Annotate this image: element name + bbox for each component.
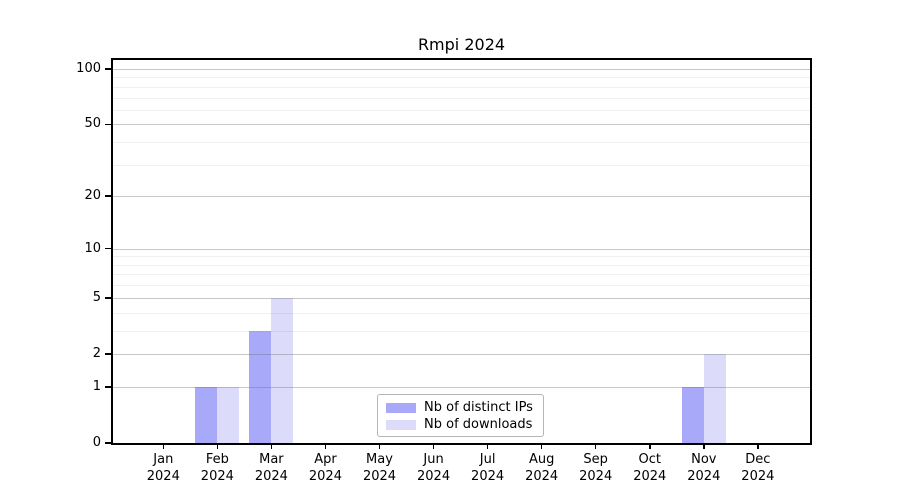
y-tick [105, 353, 113, 355]
gridline-minor [113, 312, 810, 314]
legend-swatch-downloads-icon [386, 419, 416, 430]
legend: Nb of distinct IPs Nb of downloads [377, 394, 544, 437]
legend-label-downloads: Nb of downloads [424, 417, 533, 432]
y-tick [105, 386, 113, 388]
y-tick-label: 5 [92, 289, 101, 305]
y-tick-label: 50 [84, 116, 101, 132]
y-tick [105, 123, 113, 126]
x-tick-year: 2024 [741, 469, 775, 484]
x-tick-label: Oct 2024 [620, 451, 680, 485]
x-tick-month: Aug [528, 452, 555, 467]
x-tick-year: 2024 [633, 469, 667, 484]
gridline-major [113, 196, 810, 198]
y-tick [105, 247, 113, 250]
y-tick-label: 10 [84, 240, 101, 256]
gridline-major [113, 248, 810, 250]
x-tick-month: Mar [259, 452, 284, 467]
x-tick [594, 443, 597, 449]
bar-downloads [217, 386, 240, 443]
gridline-major [113, 353, 810, 355]
y-tick-label: 1 [92, 378, 101, 394]
chart-title: Rmpi 2024 [417, 35, 506, 54]
x-tick-label: Feb 2024 [187, 451, 247, 485]
y-tick-label: 100 [76, 61, 101, 76]
x-tick [486, 443, 489, 449]
legend-item-distinct-ips: Nb of distinct IPs [386, 399, 543, 416]
x-tick-label: Jan 2024 [133, 451, 193, 485]
bar-distinct-ips [195, 386, 218, 443]
x-tick [757, 443, 759, 449]
gridline-minor [113, 285, 810, 287]
gridline-minor [113, 86, 810, 88]
y-tick [105, 296, 113, 299]
x-tick-year: 2024 [417, 469, 451, 484]
x-tick-month: Nov [691, 452, 717, 467]
gridline-minor [113, 77, 810, 79]
x-tick-year: 2024 [146, 469, 180, 484]
x-tick-label: Aug 2024 [512, 451, 572, 485]
bar-downloads [271, 297, 294, 443]
x-tick-year: 2024 [579, 469, 613, 484]
x-tick [703, 443, 705, 449]
x-tick [162, 443, 165, 449]
y-tick [105, 195, 113, 198]
y-tick-label: 2 [92, 345, 101, 361]
x-tick-label: May 2024 [350, 451, 410, 485]
x-tick-month: Dec [745, 452, 771, 467]
x-tick-year: 2024 [525, 469, 559, 484]
x-tick-month: Jul [479, 452, 496, 467]
x-tick-label: Apr 2024 [295, 451, 355, 485]
gridline-major [113, 297, 810, 299]
x-tick-month: Jan [153, 452, 174, 467]
y-tick [105, 68, 113, 70]
x-tick [378, 443, 381, 449]
bar-distinct-ips [249, 330, 272, 443]
legend-item-downloads: Nb of downloads [386, 416, 543, 433]
x-tick-label: Mar 2024 [241, 451, 301, 485]
x-tick [216, 443, 219, 449]
y-tick-label: 0 [92, 435, 101, 450]
x-tick [432, 443, 435, 449]
gridline-minor [113, 330, 810, 332]
gridline-minor [113, 256, 810, 258]
x-tick-label: Jun 2024 [404, 451, 464, 485]
x-tick-year: 2024 [471, 469, 505, 484]
gridline-major [113, 386, 810, 388]
y-tick [105, 442, 113, 444]
gridline-minor [113, 264, 810, 266]
x-tick [270, 443, 273, 449]
x-tick-month: Jun [423, 452, 444, 467]
x-tick-label: Jul 2024 [458, 451, 518, 485]
x-tick [324, 443, 327, 449]
x-tick-month: Apr [314, 452, 337, 467]
gridline-major [113, 124, 810, 126]
x-tick-label: Nov 2024 [674, 451, 734, 485]
bar-downloads [703, 353, 726, 443]
x-tick-month: May [366, 452, 393, 467]
x-tick-year: 2024 [687, 469, 721, 484]
gridline-major [113, 69, 810, 70]
plot-area [111, 58, 812, 445]
x-tick-month: Feb [205, 452, 229, 467]
x-tick-label: Sep 2024 [566, 451, 626, 485]
legend-swatch-distinct-ips-icon [386, 402, 416, 413]
x-tick-year: 2024 [362, 469, 397, 484]
x-tick-label: Dec 2024 [728, 451, 788, 485]
x-tick-year: 2024 [254, 469, 288, 484]
x-tick-month: Oct [638, 452, 661, 467]
gridline-minor [113, 109, 810, 111]
y-tick-label: 20 [84, 188, 101, 204]
x-tick [648, 443, 651, 449]
x-tick [540, 443, 543, 449]
x-tick-month: Sep [583, 452, 608, 467]
gridline-minor [113, 97, 810, 99]
gridline-minor [113, 164, 810, 166]
legend-label-distinct-ips: Nb of distinct IPs [424, 400, 533, 415]
gridline-minor [113, 142, 810, 144]
x-tick-year: 2024 [200, 469, 234, 484]
bar-distinct-ips [681, 386, 704, 443]
x-tick-year: 2024 [308, 469, 342, 484]
gridline-minor [113, 274, 810, 276]
